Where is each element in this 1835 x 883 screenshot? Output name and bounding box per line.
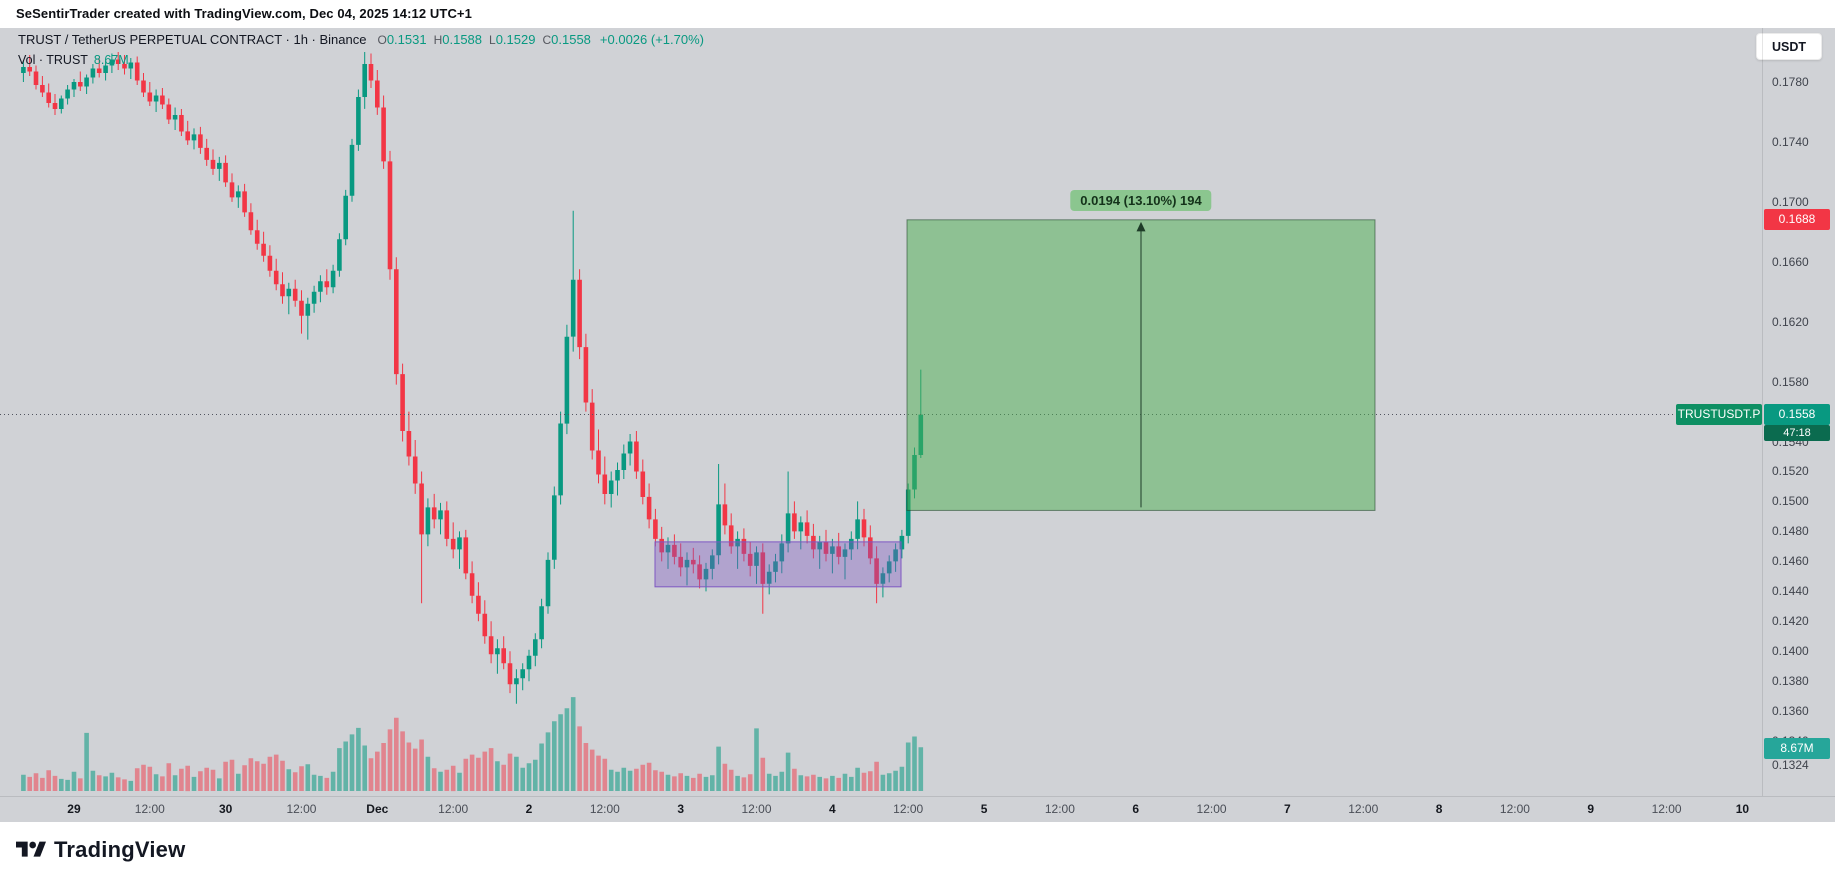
price-tick-label: 0.1480 xyxy=(1772,524,1809,539)
volume-value-badge: 8.67M xyxy=(1764,738,1830,759)
time-tick-label: 8 xyxy=(1435,802,1443,816)
time-tick-label: 4 xyxy=(829,802,836,816)
price-tick-label: 0.1440 xyxy=(1772,584,1809,599)
time-scale[interactable]: 29 12:00 30 12:00 Dec 12:00 2 12:00 3 12:00 4 12:00… xyxy=(0,798,1762,822)
time-tick-label: 12:00 xyxy=(134,802,165,816)
price-tick-label: 0.1580 xyxy=(1772,374,1809,389)
price-scale-separator xyxy=(1762,28,1763,796)
volume-bars-down xyxy=(27,717,879,792)
price-tick-label: 0.1360 xyxy=(1772,704,1809,719)
bar-countdown-badge: 47:18 xyxy=(1764,425,1830,441)
candle-wicks-down xyxy=(29,52,878,694)
time-tick-label: 29 xyxy=(67,802,81,816)
time-tick-label: 3 xyxy=(677,802,685,816)
currency-unit-button[interactable]: USDT xyxy=(1755,33,1822,60)
price-tick-label: 0.1700 xyxy=(1772,194,1809,209)
time-tick-label: 30 xyxy=(218,802,233,816)
price-tick-label: 0.1420 xyxy=(1772,614,1809,629)
time-tick-label: Dec xyxy=(366,802,389,816)
chart-legend: TRUST / TetherUS PERPETUAL CONTRACT · 1h… xyxy=(18,32,704,67)
time-tick-label: 12:00 xyxy=(438,802,469,816)
position-measure-label[interactable]: 0.0194 (13.10%) 194 xyxy=(1070,189,1212,211)
symbol-title[interactable]: TRUST / TetherUS PERPETUAL CONTRACT · 1h… xyxy=(18,32,367,47)
time-scale-separator xyxy=(0,796,1835,797)
price-tick-label: 0.1740 xyxy=(1772,134,1809,149)
close-label: C xyxy=(542,33,552,47)
tradingview-logo-text: TradingView xyxy=(54,837,186,862)
time-tick-label: 7 xyxy=(1284,802,1291,816)
price-tick-label: 0.1780 xyxy=(1772,75,1809,89)
time-tick-label: 12:00 xyxy=(1196,802,1227,816)
close-value: 0.1558 xyxy=(551,32,591,47)
footer-bar: TradingView xyxy=(0,822,1835,883)
high-value: 0.1588 xyxy=(442,32,483,47)
price-tick-label: 0.1380 xyxy=(1772,674,1809,689)
time-tick-label: 12:00 xyxy=(589,802,620,816)
price-tick-label: 0.1324 xyxy=(1772,758,1809,773)
tradingview-logo[interactable]: TradingView xyxy=(16,837,185,863)
alert-price-badge[interactable]: 0.1688 xyxy=(1764,209,1830,230)
price-tick-label: 0.1460 xyxy=(1772,554,1809,569)
open-value: 0.1531 xyxy=(386,32,427,47)
symbol-price-badge: TRUSTUSDT.P xyxy=(1676,404,1762,425)
time-tick-label: 10 xyxy=(1735,802,1750,816)
time-tick-label: 12:00 xyxy=(893,802,924,816)
volume-value: 8.67M xyxy=(93,53,129,67)
volume-bars-up xyxy=(21,697,924,791)
change-value: +0.0026 (+1.70%) xyxy=(599,32,704,47)
last-price-badge: 0.1558 xyxy=(1764,404,1830,425)
time-tick-label: 6 xyxy=(1132,802,1140,816)
open-label: O xyxy=(377,33,387,47)
price-tick-label: 0.1660 xyxy=(1772,254,1809,269)
price-scale[interactable]: 0.1780 0.1740 0.1700 0.1660 0.1620 0.1580 0.15… xyxy=(1762,28,1835,796)
price-tick-label: 0.1620 xyxy=(1772,314,1809,329)
time-tick-label: 12:00 xyxy=(1651,802,1682,816)
time-tick-label: 9 xyxy=(1587,802,1595,816)
watermark-text: SeSentirTrader created with TradingView.… xyxy=(16,6,472,21)
price-tick-label: 0.1400 xyxy=(1772,644,1809,659)
support-zone-box[interactable] xyxy=(654,541,902,588)
low-value: 0.1529 xyxy=(495,32,536,47)
candles-down xyxy=(27,59,879,685)
time-tick-label: 12:00 xyxy=(741,802,772,816)
time-tick-label: 5 xyxy=(980,802,988,816)
time-tick-label: 2 xyxy=(525,802,533,816)
high-label: H xyxy=(433,33,443,47)
time-tick-label: 12:00 xyxy=(1348,802,1379,816)
volume-label[interactable]: Vol · TRUST xyxy=(18,53,88,67)
candle-wicks-up xyxy=(22,52,922,704)
low-label: L xyxy=(489,33,496,47)
price-tick-label: 0.1520 xyxy=(1772,464,1809,479)
position-arrow-head-icon xyxy=(1136,221,1146,232)
time-tick-label: 12:00 xyxy=(286,802,317,816)
time-tick-label: 12:00 xyxy=(1044,802,1075,816)
time-tick-label: 12:00 xyxy=(1499,802,1530,816)
price-tick-label: 0.1500 xyxy=(1772,494,1809,509)
watermark-bar: SeSentirTrader created with TradingView.… xyxy=(0,0,1835,28)
tradingview-logo-icon xyxy=(16,841,46,857)
